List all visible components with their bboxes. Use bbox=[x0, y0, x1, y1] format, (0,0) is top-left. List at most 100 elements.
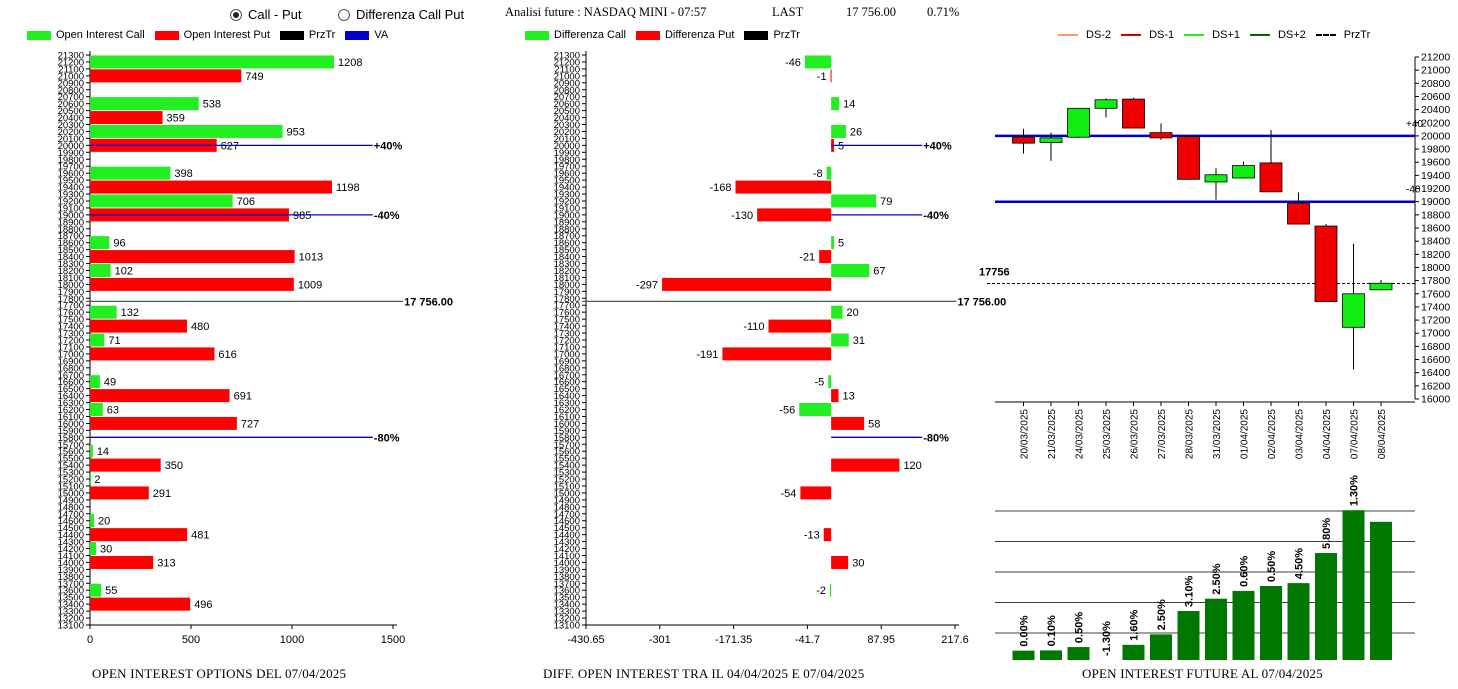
diff-bar-call bbox=[804, 55, 832, 69]
diff-y-tick-label: 19900 bbox=[554, 148, 580, 159]
legend-line bbox=[1249, 34, 1270, 36]
candle-y-tick-label: 21200 bbox=[1421, 52, 1450, 64]
diff-level-label: +40% bbox=[923, 140, 952, 152]
diff-y-tick-label: 20100 bbox=[554, 134, 580, 145]
diff-y-tick-label: 14000 bbox=[554, 558, 580, 569]
header-bar: Call - Put Differenza Call Put Analisi f… bbox=[0, 0, 1458, 28]
diff-data-label: 26 bbox=[850, 126, 862, 138]
candle-date-label: 21/03/2025 bbox=[1047, 409, 1058, 459]
oi-data-label: 749 bbox=[245, 71, 263, 83]
diff-bar-put bbox=[757, 208, 832, 222]
oi-bar-call bbox=[90, 583, 102, 597]
radio-call-put[interactable]: Call - Put bbox=[230, 7, 301, 22]
last-label: LAST bbox=[772, 5, 804, 19]
oi-data-label: 1198 bbox=[336, 182, 360, 194]
diff-bar-call bbox=[799, 403, 832, 417]
oi-y-tick-label: 15300 bbox=[58, 468, 84, 479]
diff-y-tick-label: 13400 bbox=[554, 600, 580, 611]
legend-item: PrzTr bbox=[744, 29, 800, 41]
diff-level-label: 17 756.00 bbox=[957, 296, 1006, 308]
diff-y-tick-label: 18100 bbox=[554, 273, 580, 284]
oi-y-tick-label: 21100 bbox=[58, 64, 84, 75]
legend-label: Differenza Call bbox=[554, 29, 626, 41]
candle-up bbox=[1039, 137, 1063, 143]
radio-on-icon[interactable] bbox=[230, 8, 242, 21]
oi-future-bar bbox=[1232, 590, 1255, 660]
diff-bar-call bbox=[828, 375, 832, 389]
oi-y-tick-label: 19800 bbox=[58, 155, 84, 166]
diff-y-tick-label: 15800 bbox=[554, 433, 580, 444]
diff-y-tick-label: 16500 bbox=[554, 384, 580, 395]
legend-item: DS-2 bbox=[1058, 29, 1111, 41]
legend-item: Differenza Put bbox=[635, 29, 734, 41]
radio-off-icon[interactable] bbox=[338, 8, 350, 21]
candle-y-tick-label: 16800 bbox=[1421, 341, 1450, 353]
diff-data-label: -54 bbox=[780, 488, 796, 500]
oi-future-bar bbox=[1205, 598, 1227, 660]
oi-future-bar bbox=[1067, 647, 1090, 660]
oi-future-data-label: 0.60% bbox=[1239, 556, 1251, 587]
diff-data-label: -56 bbox=[779, 405, 795, 417]
oi-y-tick-label: 18900 bbox=[58, 217, 84, 228]
diff-data-label: -191 bbox=[696, 349, 718, 361]
candle-down bbox=[1259, 162, 1283, 193]
oi-y-tick-label: 18300 bbox=[58, 259, 84, 270]
oi-bar-call bbox=[90, 472, 91, 486]
oi-bar-put bbox=[90, 180, 332, 194]
diff-y-tick-label: 14500 bbox=[554, 523, 580, 534]
oi-y-tick-label: 18700 bbox=[58, 231, 84, 242]
oi-bar-call bbox=[90, 305, 117, 319]
diff-bar-put bbox=[830, 69, 832, 83]
legend-label: DS-2 bbox=[1086, 29, 1112, 41]
diff-bar-call bbox=[831, 236, 834, 250]
diff-y-tick-label: 20700 bbox=[554, 92, 580, 103]
legend-item: Open Interest Put bbox=[154, 29, 270, 41]
diff-data-label: 20 bbox=[847, 307, 859, 319]
oi-data-label: 359 bbox=[167, 113, 185, 125]
legend-label: PrzTr bbox=[1343, 29, 1371, 41]
oi-y-tick-label: 20100 bbox=[58, 134, 84, 145]
candle-y-tick-label: 17200 bbox=[1421, 315, 1450, 327]
oi-bar-put bbox=[90, 277, 294, 291]
legend-swatch bbox=[345, 30, 370, 40]
diff-y-tick-label: 13100 bbox=[554, 621, 580, 632]
oi-y-tick-label: 16800 bbox=[58, 363, 84, 374]
oi-data-label: 30 bbox=[100, 544, 112, 556]
diff-y-tick-label: 13500 bbox=[554, 593, 580, 604]
candle-date-label: 31/03/2025 bbox=[1212, 409, 1223, 459]
oi-future-data-label: 3.10% bbox=[1184, 576, 1196, 607]
candle-y-tick-label: 20200 bbox=[1421, 117, 1450, 129]
oi-future-bar bbox=[1040, 650, 1062, 660]
diff-y-tick-label: 13300 bbox=[554, 607, 580, 618]
oi-y-tick-label: 19900 bbox=[58, 148, 84, 159]
diff-x-tick-label: -301 bbox=[649, 634, 671, 646]
diff-y-tick-label: 18600 bbox=[554, 238, 580, 249]
radio-diff-call-put[interactable]: Differenza Call Put bbox=[338, 7, 464, 22]
legend-left: Open Interest Call Open Interest Put Prz… bbox=[27, 29, 398, 41]
oi-y-tick-label: 13400 bbox=[58, 600, 84, 611]
legend-line bbox=[1121, 34, 1142, 36]
diff-y-tick-label: 17400 bbox=[554, 322, 580, 333]
oi-data-label: 132 bbox=[121, 307, 139, 319]
candle-y-tick-label: 21000 bbox=[1421, 65, 1450, 77]
candle-date-label: 26/03/2025 bbox=[1130, 409, 1141, 459]
oi-future-bar bbox=[1150, 634, 1172, 660]
legend-line bbox=[1184, 34, 1205, 36]
diff-y-tick-label: 17500 bbox=[554, 315, 580, 326]
candle-date-label: 28/03/2025 bbox=[1185, 409, 1196, 459]
legend-label: DS+2 bbox=[1277, 29, 1306, 41]
oi-bar-put bbox=[90, 250, 295, 264]
candle-date-label: 25/03/2025 bbox=[1102, 409, 1113, 459]
oi-future-bar bbox=[1260, 586, 1282, 660]
diff-y-tick-label: 17100 bbox=[554, 342, 580, 353]
oi-y-tick-label: 17100 bbox=[58, 342, 84, 353]
legend-line bbox=[1058, 34, 1078, 36]
legend-item: PrzTr bbox=[1315, 29, 1371, 41]
oi-bar-call bbox=[90, 194, 233, 208]
diff-y-tick-label: 13800 bbox=[554, 572, 580, 583]
oi-y-tick-label: 20800 bbox=[58, 85, 84, 96]
candle-last-price-label: 17756 bbox=[979, 267, 1010, 279]
oi-bar-call bbox=[90, 444, 93, 458]
candle-y-tick-label: 16600 bbox=[1421, 354, 1450, 366]
